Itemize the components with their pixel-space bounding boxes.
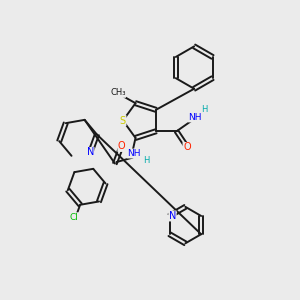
Text: H: H [142, 156, 149, 165]
Text: H: H [201, 105, 208, 114]
Text: CH₃: CH₃ [110, 88, 126, 98]
Text: O: O [118, 142, 125, 152]
Text: N: N [87, 148, 94, 158]
Text: N: N [169, 211, 176, 221]
Text: O: O [183, 142, 191, 152]
Text: Cl: Cl [70, 213, 79, 222]
Text: NH: NH [188, 113, 202, 122]
Text: S: S [120, 116, 126, 126]
Text: NH: NH [127, 149, 141, 158]
